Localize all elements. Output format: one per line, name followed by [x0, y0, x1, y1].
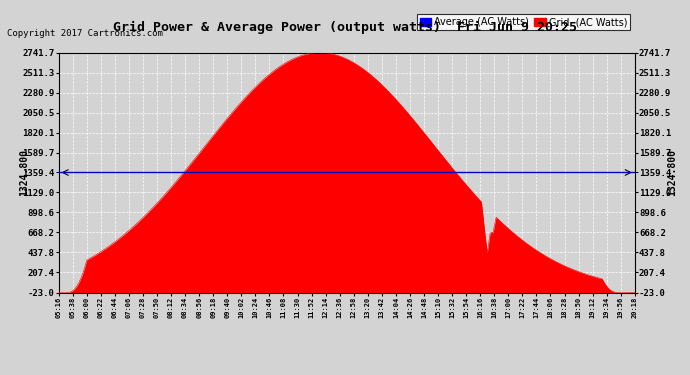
- Text: Copyright 2017 Cartronics.com: Copyright 2017 Cartronics.com: [7, 28, 163, 38]
- Text: 1324.800: 1324.800: [667, 149, 678, 196]
- Text: Grid Power & Average Power (output watts)  Fri Jun 9 20:25: Grid Power & Average Power (output watts…: [113, 21, 577, 34]
- Legend: Average (AC Watts), Grid  (AC Watts): Average (AC Watts), Grid (AC Watts): [417, 14, 630, 30]
- Text: 1324.800: 1324.800: [19, 149, 29, 196]
